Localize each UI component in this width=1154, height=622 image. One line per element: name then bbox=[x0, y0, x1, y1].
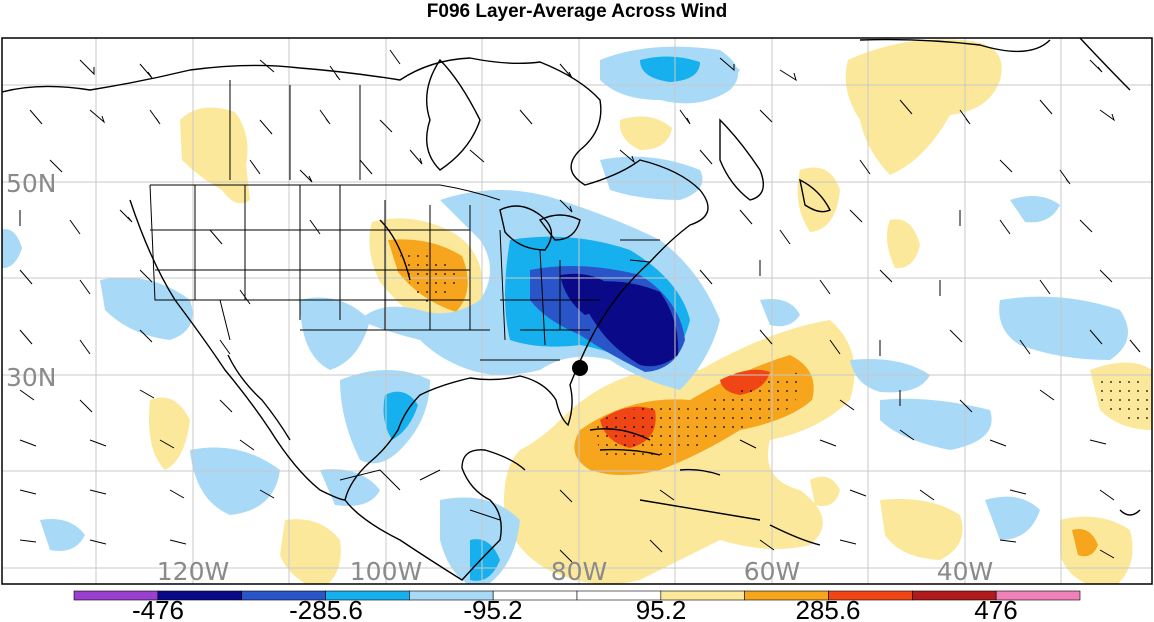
lon-label-80w: 80W bbox=[551, 557, 608, 586]
colorbar-label-285: 285.6 bbox=[795, 595, 860, 622]
coastlines bbox=[2, 38, 1141, 581]
lat-label-30n: 30N bbox=[6, 363, 57, 392]
colorbar bbox=[73, 590, 1081, 601]
colorbar-label-neg285: -285.6 bbox=[289, 595, 363, 622]
map-frame bbox=[1, 37, 1153, 585]
lat-label-50n: 50N bbox=[6, 169, 57, 198]
lon-label-60w: 60W bbox=[744, 557, 801, 586]
colorbar-label-neg95: -95.2 bbox=[463, 595, 522, 622]
wind-barbs bbox=[19, 49, 1141, 563]
colorbar-label-neg476: -476 bbox=[132, 595, 184, 622]
storm-center-marker bbox=[572, 360, 588, 376]
state-borders bbox=[149, 80, 660, 521]
lon-label-40w: 40W bbox=[937, 557, 994, 586]
colorbar-label-476: 476 bbox=[974, 595, 1017, 622]
map-title: F096 Layer-Average Across Wind bbox=[426, 1, 728, 22]
shaded-field bbox=[2, 39, 1152, 584]
colorbar-swatch bbox=[995, 590, 1081, 601]
lon-label-100w: 100W bbox=[350, 557, 422, 586]
colorbar-label-95: 95.2 bbox=[636, 595, 687, 622]
lon-label-120w: 120W bbox=[157, 557, 229, 586]
